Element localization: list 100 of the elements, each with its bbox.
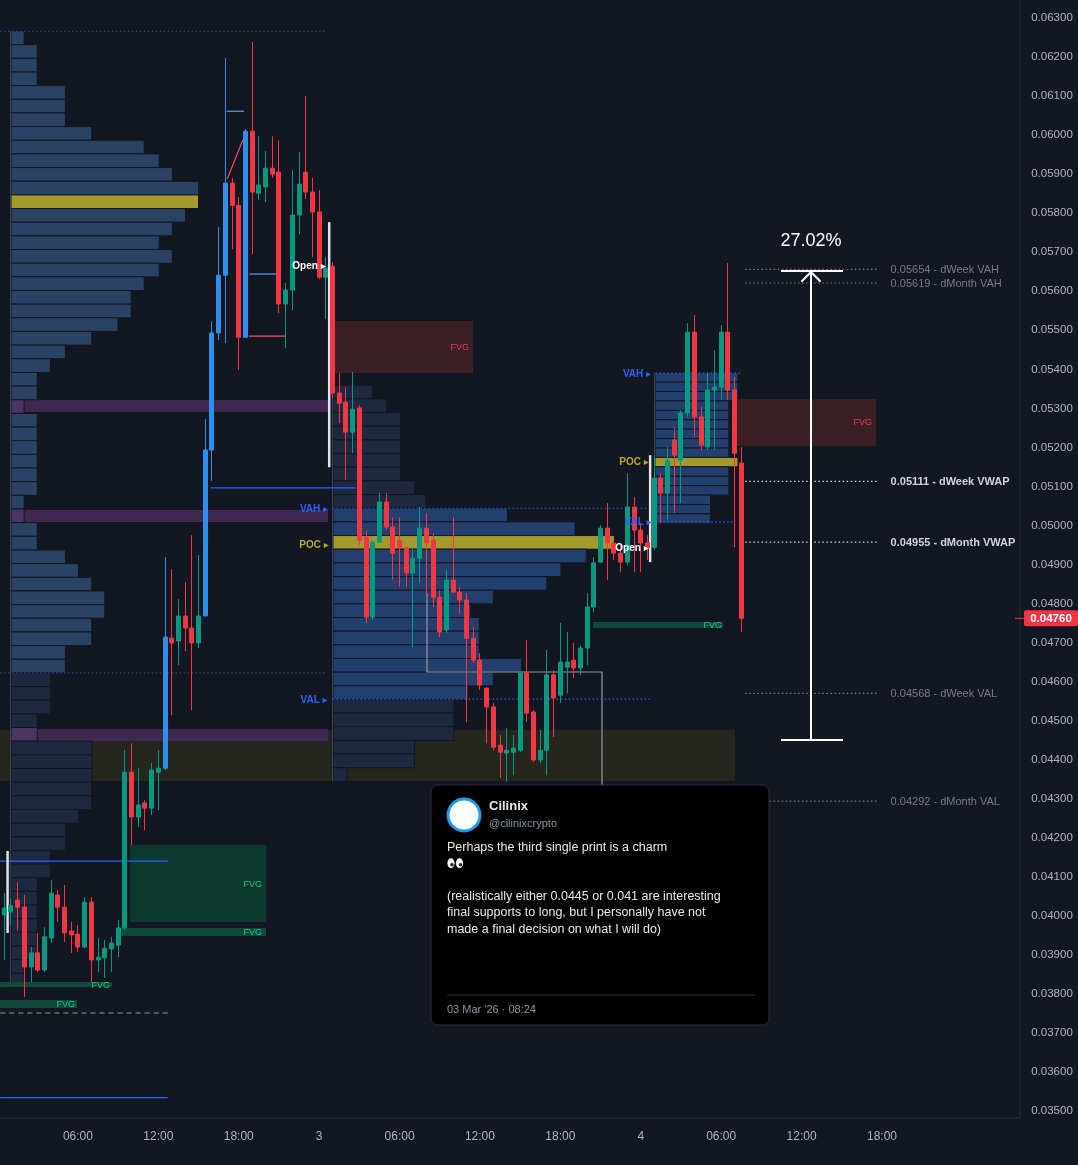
x-tick-label: 18:00 bbox=[223, 1129, 255, 1143]
candlestick bbox=[377, 492, 382, 544]
annotation: @cilinixcrypto bbox=[489, 817, 558, 829]
x-tick-label: 4 bbox=[637, 1129, 645, 1143]
x-tick-label: 18:00 bbox=[545, 1129, 576, 1143]
series-label: 0.04292 - dMonth VAL bbox=[890, 794, 1000, 807]
candlestick bbox=[109, 936, 114, 973]
y-tick-label: 0.05000 bbox=[1031, 518, 1073, 531]
y-tick-label: 0.04600 bbox=[1031, 674, 1073, 687]
candlestick bbox=[665, 446, 670, 521]
candlestick bbox=[705, 372, 710, 451]
y-tick-label: 0.04800 bbox=[1031, 596, 1073, 609]
y-tick-label: 0.04400 bbox=[1031, 752, 1073, 765]
candlestick bbox=[692, 314, 697, 438]
annotation: FVG bbox=[56, 999, 75, 1010]
y-tick-label: 0.05200 bbox=[1031, 440, 1073, 453]
candlestick bbox=[712, 349, 717, 451]
y-tick-label: 0.05400 bbox=[1031, 362, 1073, 375]
candlestick bbox=[732, 376, 737, 548]
candlestick bbox=[558, 622, 563, 704]
y-tick-label: 0.05300 bbox=[1031, 401, 1073, 414]
candlestick bbox=[524, 639, 529, 723]
x-tick-label: 3 bbox=[315, 1129, 323, 1143]
y-tick-label: 0.04200 bbox=[1031, 830, 1073, 843]
candlestick bbox=[156, 749, 161, 811]
candlestick bbox=[350, 371, 355, 454]
series-label: 0.05619 - dMonth VAH bbox=[890, 276, 1002, 289]
y-tick-label: 0.03600 bbox=[1031, 1065, 1073, 1078]
candlestick bbox=[256, 135, 261, 201]
candlestick bbox=[578, 644, 583, 676]
candlestick bbox=[163, 556, 168, 771]
candlestick bbox=[223, 57, 228, 344]
y-tick-label: 0.04000 bbox=[1031, 909, 1073, 922]
y-tick-label: 0.04300 bbox=[1031, 791, 1073, 804]
candlestick bbox=[263, 150, 268, 203]
candlestick bbox=[417, 506, 422, 584]
candlestick bbox=[551, 669, 556, 738]
y-tick-label: 0.06300 bbox=[1031, 11, 1073, 24]
candlestick bbox=[491, 702, 496, 751]
x-tick-label: 12:00 bbox=[786, 1129, 817, 1143]
candlestick bbox=[484, 686, 489, 744]
candlestick bbox=[22, 894, 27, 998]
annotation: Perhaps the third single print is a charm bbox=[447, 840, 668, 854]
x-tick-label: 06:00 bbox=[62, 1129, 94, 1143]
candlestick bbox=[82, 896, 87, 949]
candlestick bbox=[678, 409, 683, 504]
candlestick bbox=[498, 734, 503, 779]
candlestick bbox=[29, 946, 34, 983]
x-tick-label: 18:00 bbox=[866, 1129, 898, 1143]
y-tick-label: 0.04900 bbox=[1031, 557, 1073, 570]
annotation: VAH ▸ bbox=[299, 502, 329, 514]
annotation: FVG bbox=[450, 342, 469, 353]
annotation: Cilinix bbox=[489, 798, 529, 813]
candlestick bbox=[310, 177, 315, 258]
candlestick bbox=[283, 282, 288, 349]
candlestick bbox=[136, 767, 141, 828]
y-tick-label: 0.05900 bbox=[1031, 167, 1073, 180]
y-tick-label: 0.05500 bbox=[1031, 323, 1073, 336]
candlestick bbox=[571, 642, 576, 679]
candlestick bbox=[739, 446, 744, 633]
series-label: 0.04568 - dWeek VAL bbox=[890, 687, 998, 700]
x-tick-label: 06:00 bbox=[706, 1129, 737, 1143]
candlestick bbox=[397, 516, 402, 588]
candlestick bbox=[518, 671, 523, 753]
annotation: VAH ▸ bbox=[622, 367, 652, 379]
y-tick-label: 0.05600 bbox=[1031, 284, 1073, 297]
candlestick bbox=[444, 569, 449, 634]
series-label: 0.05111 - dWeek VWAP bbox=[890, 475, 1010, 488]
annotation: FVG bbox=[91, 980, 110, 991]
y-tick-label: 0.04100 bbox=[1031, 870, 1073, 882]
candlestick bbox=[424, 512, 429, 598]
annotation: POC ▸ bbox=[299, 538, 329, 550]
x-tick-label: 12:00 bbox=[143, 1129, 174, 1143]
y-tick-label: 0.03900 bbox=[1031, 948, 1073, 961]
series-label: 0.04955 - dMonth VWAP bbox=[890, 536, 1016, 549]
candlestick bbox=[464, 592, 469, 723]
annotation: POC ▸ bbox=[619, 455, 649, 467]
candlestick bbox=[55, 889, 60, 923]
candlestick bbox=[672, 426, 677, 514]
y-tick-label: 0.06200 bbox=[1031, 50, 1073, 63]
x-tick-label: 12:00 bbox=[464, 1129, 496, 1143]
candlestick bbox=[719, 324, 724, 401]
candlestick bbox=[89, 896, 94, 983]
y-tick-label: 0.06100 bbox=[1031, 89, 1073, 102]
candlestick bbox=[404, 546, 409, 588]
y-tick-label: 0.05800 bbox=[1031, 206, 1073, 219]
y-tick-label: 0.04500 bbox=[1031, 713, 1073, 726]
candlestick bbox=[370, 539, 375, 621]
candlestick bbox=[243, 128, 248, 339]
candlestick bbox=[176, 598, 181, 666]
y-tick-label: 0.05100 bbox=[1031, 479, 1073, 492]
y-tick-label: 0.04700 bbox=[1031, 635, 1073, 648]
annotation: (realistically either 0.0445 or 0.041 are interesting final supports to long, but I personally have not made a final decision on what I will do) bbox=[447, 888, 721, 936]
candlestick bbox=[410, 546, 415, 648]
candlestick bbox=[303, 95, 308, 200]
series-label: 0.05654 - dWeek VAH bbox=[890, 263, 1000, 276]
candlestick bbox=[49, 879, 54, 944]
candlestick bbox=[297, 151, 302, 235]
y-tick-label: 0.03700 bbox=[1031, 1026, 1073, 1039]
y-tick-label: 0.05700 bbox=[1031, 245, 1073, 258]
